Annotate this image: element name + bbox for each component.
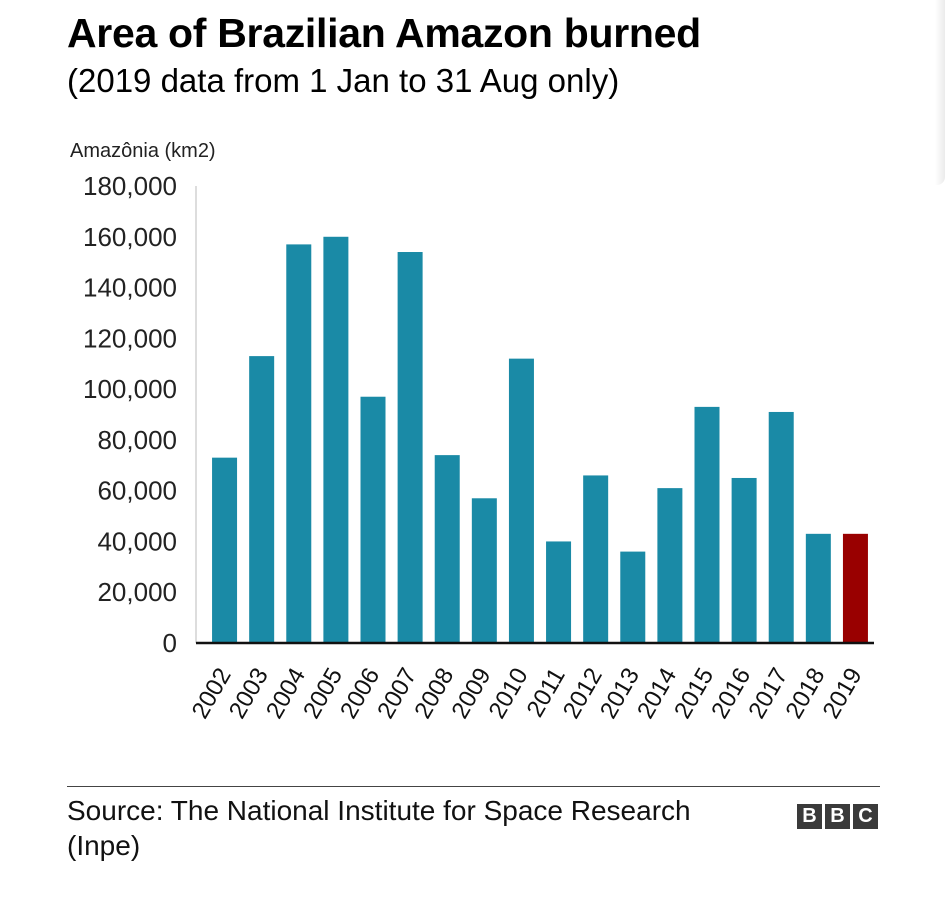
bar-chart: Amazônia (km2) 0 20,000 40,000 60,000 80,000 1… [70, 140, 874, 724]
bar [842, 533, 868, 643]
y-tick-label: 140,000 [83, 273, 177, 303]
chart-subtitle: (2019 data from 1 Jan to 31 Aug only) [67, 62, 620, 99]
y-tick-label: 40,000 [97, 526, 177, 556]
x-tick-label: 2010 [484, 664, 534, 724]
y-tick-label: 180,000 [83, 171, 177, 201]
bar [397, 252, 423, 643]
bar [546, 541, 572, 643]
bar [286, 244, 312, 643]
x-tick-label: 2008 [409, 664, 459, 724]
bar [360, 396, 386, 643]
bbc-logo: B B C [797, 804, 878, 829]
x-tick-label: 2003 [224, 664, 274, 724]
y-tick-label: 120,000 [83, 323, 177, 353]
x-tick-label: 2012 [558, 664, 608, 724]
bar [657, 488, 683, 643]
footer-divider [67, 786, 880, 787]
y-tick-label: 60,000 [97, 476, 177, 506]
bbc-logo-letter-3: C [853, 804, 878, 829]
x-tick-label: 2019 [818, 664, 868, 724]
bar [508, 358, 534, 643]
bar [249, 356, 275, 643]
x-tick-label: 2018 [780, 664, 830, 724]
bar [212, 457, 238, 643]
y-tick-label: 100,000 [83, 374, 177, 404]
bbc-logo-letter-1: B [797, 804, 822, 829]
y-tick-label: 160,000 [83, 222, 177, 252]
x-tick-label: 2007 [372, 664, 422, 724]
bbc-logo-letter-2: B [825, 804, 850, 829]
bar [620, 551, 646, 643]
x-tick-label: 2002 [187, 664, 237, 724]
bar [805, 533, 831, 643]
y-tick-label: 80,000 [97, 425, 177, 455]
x-tick-label: 2016 [706, 664, 756, 724]
bar [731, 477, 757, 643]
bar [471, 498, 497, 643]
bar [323, 236, 349, 643]
bar [583, 475, 609, 643]
bar [768, 411, 794, 643]
y-tick-label: 20,000 [97, 577, 177, 607]
screen-edge [935, 0, 945, 185]
y-axis-label: Amazônia (km2) [70, 140, 216, 162]
x-tick-label: 2006 [335, 664, 385, 724]
x-tick-label: 2017 [743, 664, 793, 724]
y-tick-label: 0 [163, 628, 177, 658]
x-tick-label: 2009 [446, 664, 496, 724]
x-tick-label: 2014 [632, 664, 682, 724]
bar [434, 455, 460, 643]
bar [694, 406, 720, 643]
x-tick-label: 2013 [595, 664, 645, 724]
x-tick-label: 2015 [669, 664, 719, 724]
x-tick-label: 2005 [298, 664, 348, 724]
x-tick-label: 2004 [261, 664, 311, 724]
chart-title: Area of Brazilian Amazon burned [67, 10, 701, 56]
source-note: Source: The National Institute for Space… [67, 795, 691, 861]
